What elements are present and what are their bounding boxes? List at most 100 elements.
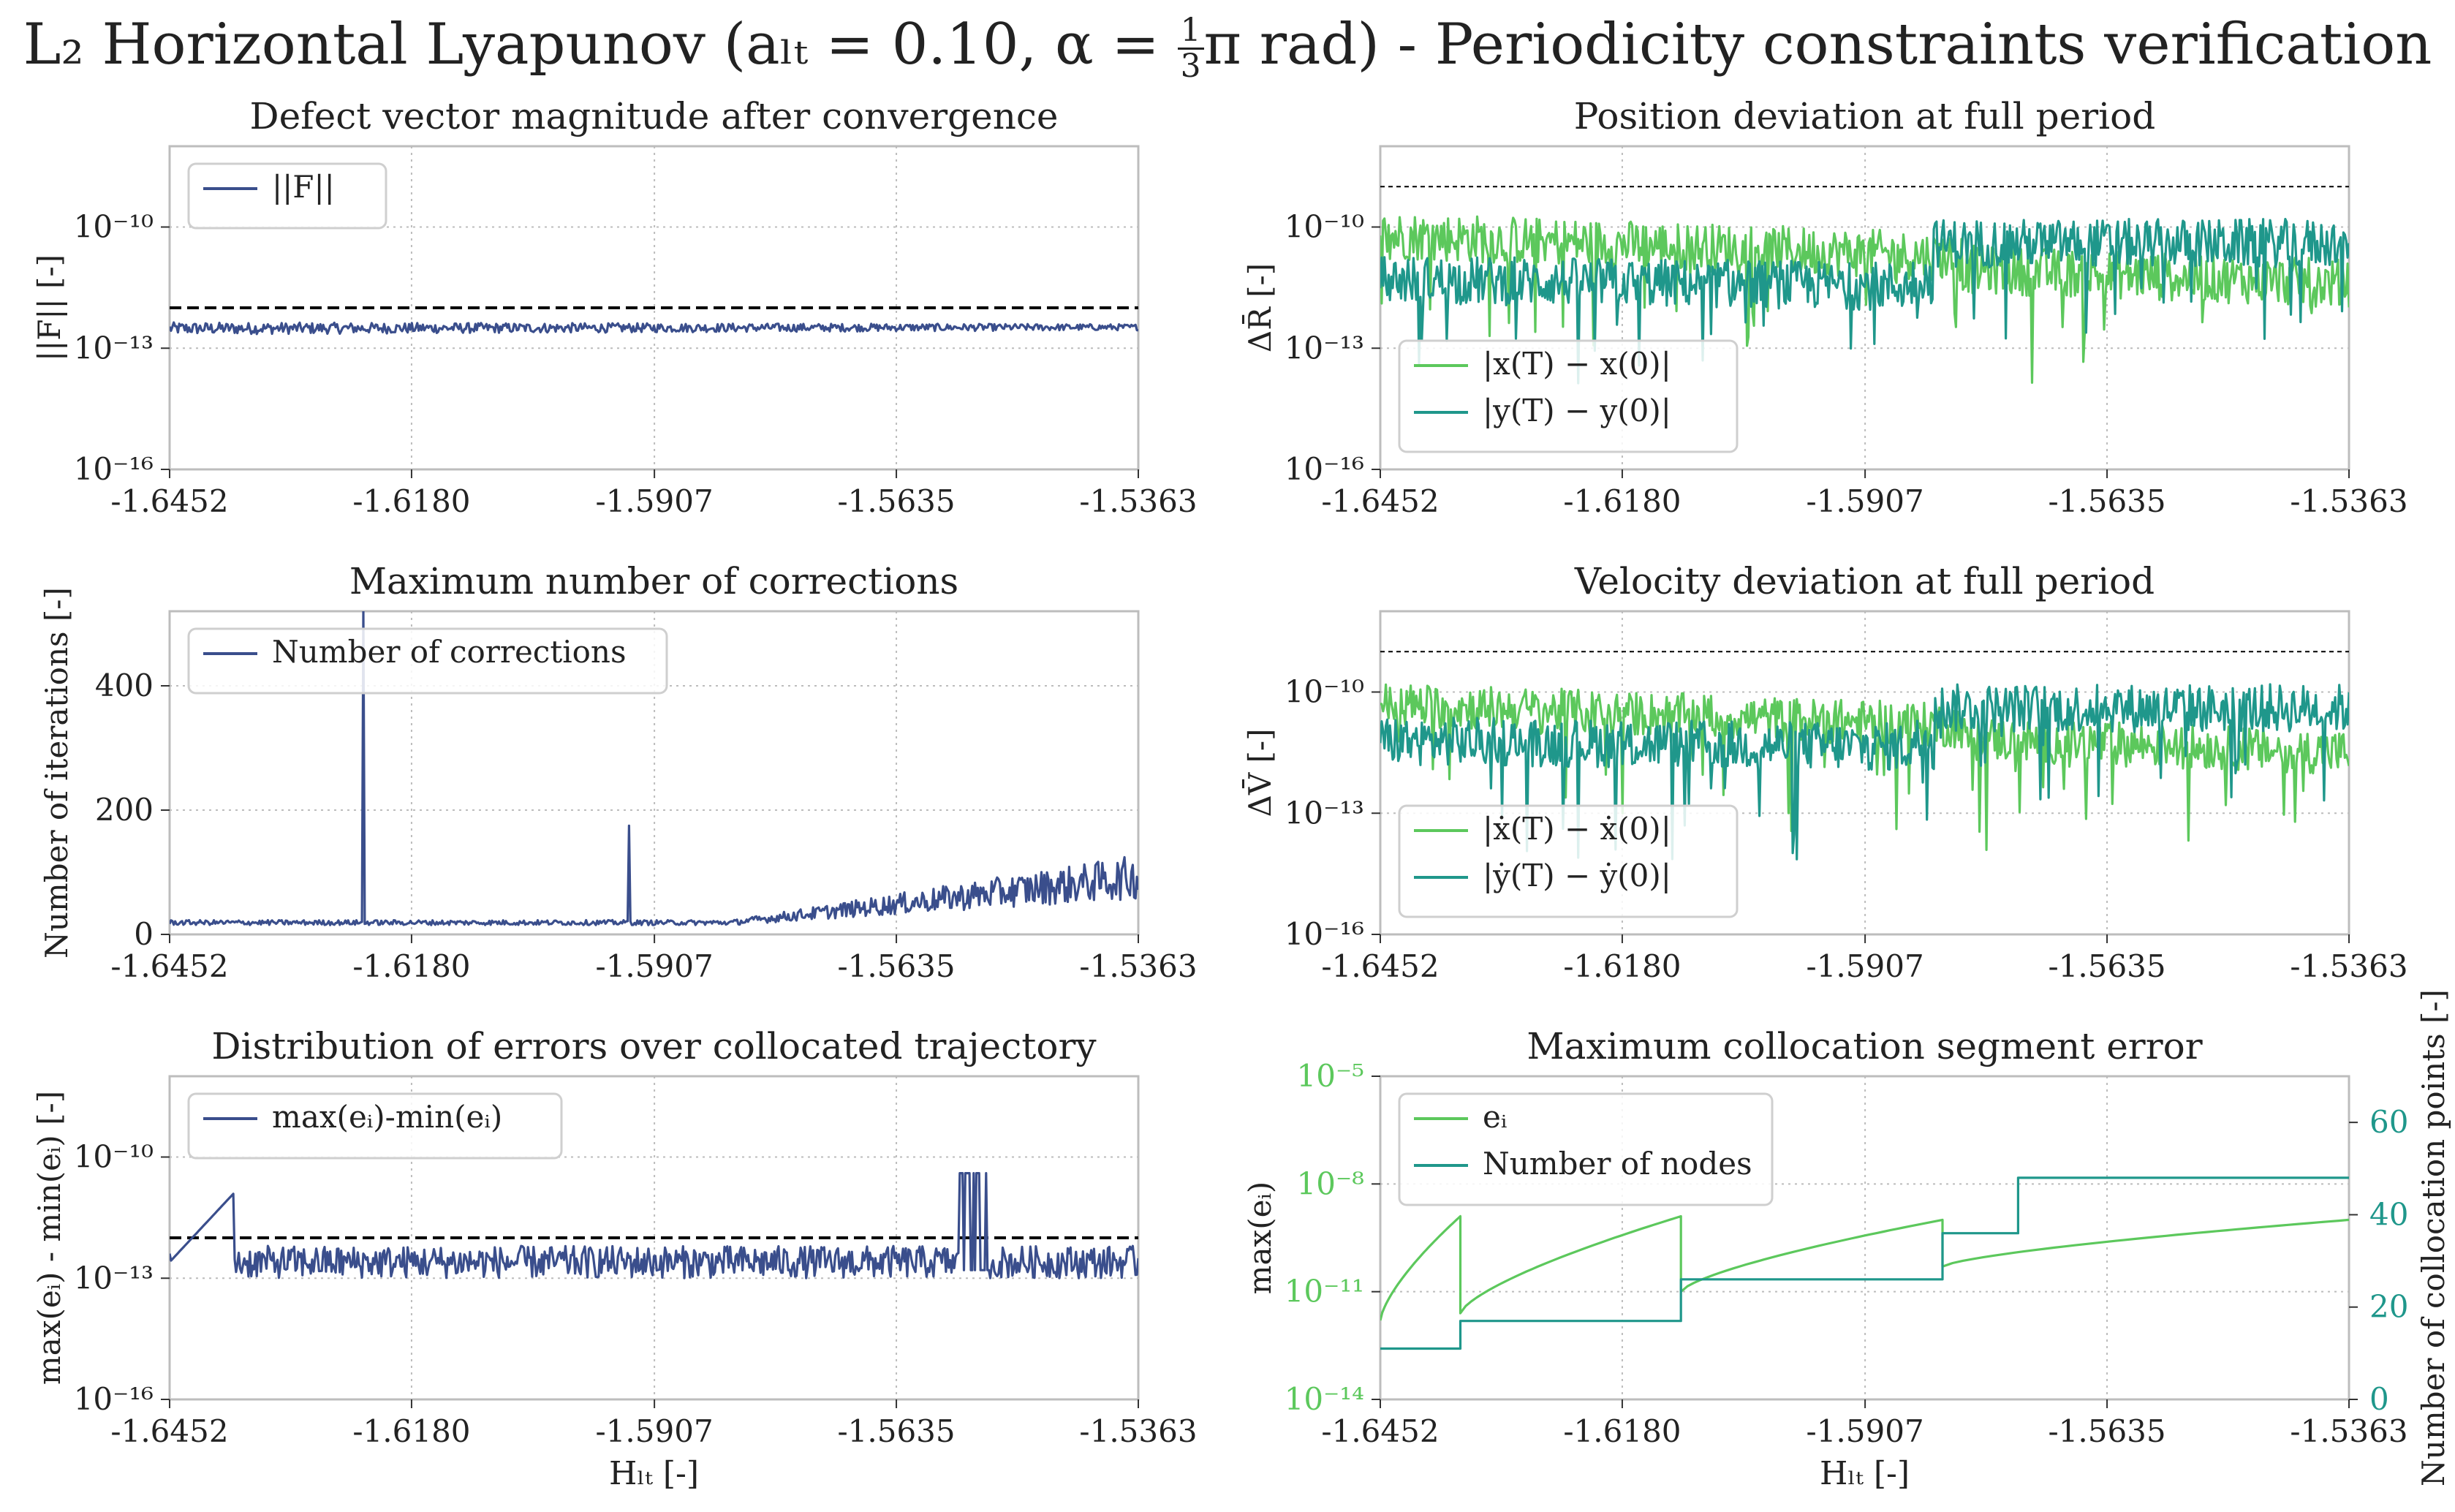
y-tick-label: 10⁻¹⁰ bbox=[1285, 674, 1364, 710]
series-group bbox=[170, 611, 1138, 926]
y-tick-label: 200 bbox=[95, 792, 154, 828]
x-tick-label: -1.5363 bbox=[1079, 1413, 1197, 1449]
x-tick-label: -1.5907 bbox=[1807, 1413, 1924, 1449]
x-tick-label: -1.5635 bbox=[837, 483, 955, 519]
x-tick-label: -1.5635 bbox=[837, 948, 955, 984]
legend-box bbox=[187, 162, 387, 230]
x-tick-label: -1.5363 bbox=[2290, 948, 2407, 984]
chart-title: Distribution of errors over collocated t… bbox=[211, 1025, 1097, 1067]
x-tick-label: -1.6180 bbox=[1563, 483, 1681, 519]
y-tick-label: 10⁻¹⁰ bbox=[74, 209, 154, 245]
x-tick-label: -1.6180 bbox=[352, 483, 470, 519]
series-line-0 bbox=[1380, 215, 2349, 384]
y-tick-label: 10⁻¹¹ bbox=[1285, 1274, 1364, 1309]
series-line-1 bbox=[1380, 1176, 2349, 1350]
x-tick-label: -1.5907 bbox=[596, 948, 714, 984]
x-tick-label: -1.5363 bbox=[1079, 948, 1197, 984]
x-tick-label: -1.6452 bbox=[110, 483, 228, 519]
x-tick-label: -1.6180 bbox=[352, 1413, 470, 1449]
x-tick-label: -1.5363 bbox=[2290, 483, 2407, 519]
series-line-0 bbox=[1380, 683, 2349, 851]
x-tick-label: -1.6452 bbox=[110, 1413, 228, 1449]
chart-distribution: -1.6452 -1.6180 -1.5907 -1.5635 -1.5363 10⁻¹⁰… bbox=[31, 1025, 1198, 1492]
y-axis-label: ΔV̄ [-] bbox=[1241, 729, 1278, 817]
x-tick-label: -1.6452 bbox=[110, 948, 228, 984]
x-tick-label: -1.6452 bbox=[1321, 483, 1439, 519]
y-tick-label: 400 bbox=[95, 668, 154, 703]
legend-box bbox=[187, 627, 668, 695]
y-tick-label: 10⁻¹³ bbox=[1285, 330, 1364, 366]
series-line-0 bbox=[170, 611, 1138, 926]
series-line-0 bbox=[170, 1172, 1138, 1279]
x-tick-label: -1.5635 bbox=[2048, 1413, 2165, 1449]
y-axis-label: Number of iterations [-] bbox=[39, 587, 75, 959]
x-tick-label: -1.5907 bbox=[596, 1413, 714, 1449]
legend-box bbox=[1398, 339, 1739, 453]
y-tick-label: 10⁻¹⁰ bbox=[1285, 209, 1364, 245]
chart-title: Velocity deviation at full period bbox=[1574, 560, 2155, 602]
x-tick-label: -1.5635 bbox=[837, 1413, 955, 1449]
y-axis-label: ΔR̄ [-] bbox=[1241, 263, 1278, 352]
legend-label: Number of corrections bbox=[272, 634, 627, 670]
legend-box bbox=[1398, 804, 1739, 918]
legend-label: |x(T) − x(0)| bbox=[1483, 346, 1671, 382]
chart-segment: -1.6452 -1.6180 -1.5907 -1.5635 -1.5363 10⁻⁵ 1… bbox=[1242, 989, 2451, 1492]
y-right-tick-label: 0 bbox=[2369, 1381, 2389, 1417]
y-tick-label: 10⁻¹⁶ bbox=[1285, 451, 1364, 487]
x-tick-label: -1.5635 bbox=[2048, 483, 2165, 519]
legend-label: |y(T) − y(0)| bbox=[1483, 393, 1671, 428]
x-tick-label: -1.5363 bbox=[1079, 483, 1197, 519]
legend-label: max(eᵢ)-min(eᵢ) bbox=[272, 1099, 502, 1135]
y-tick-label: 10⁻⁸ bbox=[1297, 1165, 1364, 1201]
series-group bbox=[170, 321, 1138, 336]
legend: Number of corrections bbox=[187, 627, 668, 695]
legend-label: |ẏ(T) − ẏ(0)| bbox=[1483, 858, 1671, 893]
series-group bbox=[1380, 215, 2349, 385]
y-axis-label: max(eᵢ) bbox=[1242, 1182, 1278, 1295]
legend-label: eᵢ bbox=[1483, 1099, 1507, 1135]
x-tick-label: -1.5907 bbox=[1807, 483, 1924, 519]
x-tick-label: -1.5907 bbox=[596, 483, 714, 519]
legend: eᵢ Number of nodes bbox=[1398, 1092, 1774, 1206]
y-tick-label: 10⁻⁵ bbox=[1297, 1058, 1364, 1094]
series-line-0 bbox=[1380, 1214, 2349, 1321]
y-tick-label: 10⁻¹³ bbox=[74, 330, 154, 366]
chart-title: Defect vector magnitude after convergenc… bbox=[249, 95, 1058, 137]
chart-title: Position deviation at full period bbox=[1574, 95, 2156, 137]
y-right-tick-label: 20 bbox=[2369, 1289, 2408, 1325]
x-axis-label: Hₗₜ [-] bbox=[609, 1455, 699, 1492]
chart-title: Maximum collocation segment error bbox=[1527, 1025, 2202, 1067]
chart-velocity: -1.6452 -1.6180 -1.5907 -1.5635 -1.5363 10⁻¹⁰… bbox=[1241, 560, 2407, 984]
series-line-1 bbox=[1380, 218, 2349, 385]
y-tick-label: 10⁻¹⁰ bbox=[74, 1139, 154, 1175]
y-right-axis-label: Number of collocation points [-] bbox=[2416, 989, 2451, 1486]
legend-box bbox=[187, 1092, 563, 1160]
legend: |x(T) − x(0)| |y(T) − y(0)| bbox=[1398, 339, 1739, 453]
y-tick-label: 10⁻¹⁶ bbox=[74, 1381, 154, 1417]
chart-defect: -1.6452 -1.6180 -1.5907 -1.5635 -1.5363 10⁻¹⁰… bbox=[31, 95, 1198, 519]
x-tick-label: -1.6452 bbox=[1321, 1413, 1439, 1449]
fraction-denominator: 3 bbox=[1180, 48, 1201, 85]
x-tick-label: -1.5363 bbox=[2290, 1413, 2407, 1449]
y-right-tick-label: 60 bbox=[2369, 1104, 2408, 1140]
chart-position: -1.6452 -1.6180 -1.5907 -1.5635 -1.5363 10⁻¹⁰… bbox=[1241, 95, 2407, 519]
y-axis-label: ||F|| [-] bbox=[31, 254, 67, 361]
figure-title: L₂ Horizontal Lyapunov (aₗₜ = 0.10, α = … bbox=[0, 4, 2455, 85]
series-line-0 bbox=[170, 321, 1138, 336]
y-axis-label: max(eᵢ) - min(eᵢ) [-] bbox=[31, 1091, 67, 1385]
series-group bbox=[1380, 1176, 2349, 1350]
x-tick-label: -1.6180 bbox=[1563, 948, 1681, 984]
y-tick-label: 10⁻¹³ bbox=[74, 1260, 154, 1296]
legend-box bbox=[1398, 1092, 1774, 1206]
x-axis-label: Hₗₜ [-] bbox=[1820, 1455, 1910, 1492]
x-tick-label: -1.6180 bbox=[1563, 1413, 1681, 1449]
chart-corrections: -1.6452 -1.6180 -1.5907 -1.5635 -1.5363 0 200 4… bbox=[39, 560, 1198, 984]
figure-title-post: π rad) - Periodicity constraints verific… bbox=[1203, 12, 2432, 78]
legend-label: ||F|| bbox=[272, 169, 335, 205]
x-tick-label: -1.5635 bbox=[2048, 948, 2165, 984]
fraction-numerator: 1 bbox=[1177, 14, 1204, 50]
series-group bbox=[170, 1172, 1138, 1279]
y-tick-label: 10⁻¹⁶ bbox=[74, 451, 154, 487]
